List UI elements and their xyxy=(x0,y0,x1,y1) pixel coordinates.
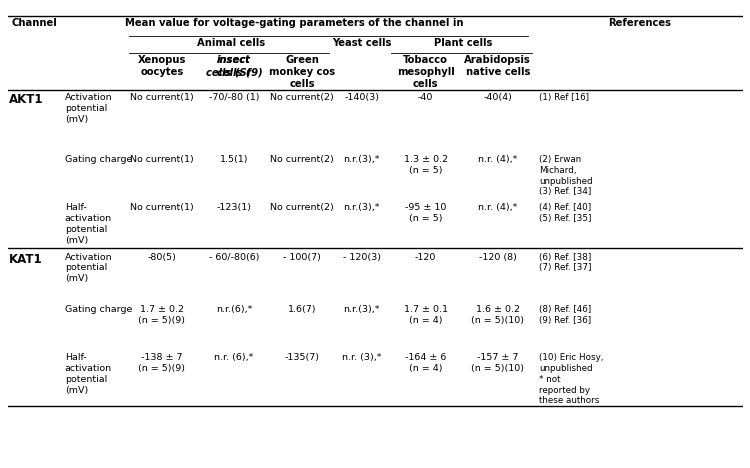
Text: -164 ± 6
(n = 4): -164 ± 6 (n = 4) xyxy=(405,353,446,373)
Text: No current(2): No current(2) xyxy=(270,155,334,164)
Text: (2) Erwan
Michard,
unpublished
(3) Ref. [34]: (2) Erwan Michard, unpublished (3) Ref. … xyxy=(539,155,592,197)
Text: Activation
potential
(mV): Activation potential (mV) xyxy=(64,93,112,124)
Text: Channel: Channel xyxy=(12,17,58,28)
Text: -70/-80 (1): -70/-80 (1) xyxy=(209,93,260,102)
Text: - 60/-80(6): - 60/-80(6) xyxy=(209,253,260,262)
Text: n.r.(3),*: n.r.(3),* xyxy=(344,305,380,314)
Text: No current(2): No current(2) xyxy=(270,203,334,212)
Text: -135(7): -135(7) xyxy=(285,353,320,363)
Text: Green
monkey cos
cells: Green monkey cos cells xyxy=(269,55,335,89)
Text: Tobacco
mesophyll
cells: Tobacco mesophyll cells xyxy=(397,55,454,89)
Text: -123(1): -123(1) xyxy=(217,203,251,212)
Text: 1.7 ± 0.2
(n = 5)(9): 1.7 ± 0.2 (n = 5)(9) xyxy=(138,305,185,325)
Text: 1.3 ± 0.2
(n = 5): 1.3 ± 0.2 (n = 5) xyxy=(404,155,448,175)
Text: -120: -120 xyxy=(415,253,436,262)
Text: 1.7 ± 0.1
(n = 4): 1.7 ± 0.1 (n = 4) xyxy=(404,305,448,325)
Text: 1.6(7): 1.6(7) xyxy=(288,305,316,314)
Text: -80(5): -80(5) xyxy=(148,253,176,262)
Text: 1.6 ± 0.2
(n = 5)(10): 1.6 ± 0.2 (n = 5)(10) xyxy=(471,305,524,325)
Text: - 100(7): - 100(7) xyxy=(284,253,321,262)
Text: insect
cells (: insect cells ( xyxy=(217,55,250,77)
Text: n.r. (3),*: n.r. (3),* xyxy=(342,353,382,363)
Text: n.r.(6),*: n.r.(6),* xyxy=(216,305,252,314)
Text: Xenopus
oocytes: Xenopus oocytes xyxy=(138,55,186,77)
Text: No current(2): No current(2) xyxy=(270,93,334,102)
Text: 1.5(1): 1.5(1) xyxy=(220,155,248,164)
Text: Gating charge: Gating charge xyxy=(64,305,132,314)
Text: -157 ± 7
(n = 5)(10): -157 ± 7 (n = 5)(10) xyxy=(471,353,524,373)
Text: Animal cells: Animal cells xyxy=(197,38,265,48)
Text: n.r. (4),*: n.r. (4),* xyxy=(478,155,518,164)
Text: (6) Ref. [38]
(7) Ref. [37]: (6) Ref. [38] (7) Ref. [37] xyxy=(539,253,592,272)
Text: Half-
activation
potential
(mV): Half- activation potential (mV) xyxy=(64,203,112,244)
Text: No current(1): No current(1) xyxy=(130,203,194,212)
Text: -40: -40 xyxy=(418,93,434,102)
Text: (4) Ref. [40]
(5) Ref. [35]: (4) Ref. [40] (5) Ref. [35] xyxy=(539,203,592,223)
Text: (1) Ref [16]: (1) Ref [16] xyxy=(539,93,589,102)
Text: -138 ± 7
(n = 5)(9): -138 ± 7 (n = 5)(9) xyxy=(138,353,185,373)
Text: -95 ± 10
(n = 5): -95 ± 10 (n = 5) xyxy=(405,203,446,223)
Text: -40(4): -40(4) xyxy=(483,93,512,102)
Text: AKT1: AKT1 xyxy=(9,93,44,106)
Text: n.r.(3),*: n.r.(3),* xyxy=(344,155,380,164)
Text: (8) Ref. [46]
(9) Ref. [36]: (8) Ref. [46] (9) Ref. [36] xyxy=(539,305,591,325)
Text: - 120(3): - 120(3) xyxy=(343,253,381,262)
Text: Half-
activation
potential
(mV): Half- activation potential (mV) xyxy=(64,353,112,395)
Text: No current(1): No current(1) xyxy=(130,155,194,164)
Text: n.r. (4),*: n.r. (4),* xyxy=(478,203,518,212)
Text: n.r.(3),*: n.r.(3),* xyxy=(344,203,380,212)
Text: Plant cells: Plant cells xyxy=(434,38,493,48)
Text: Yeast cells: Yeast cells xyxy=(332,38,392,48)
Text: -140(3): -140(3) xyxy=(344,93,380,102)
Text: Arabidopsis
native cells: Arabidopsis native cells xyxy=(464,55,531,77)
Text: -120 (8): -120 (8) xyxy=(478,253,517,262)
Text: KAT1: KAT1 xyxy=(9,253,43,265)
Text: Mean value for voltage-gating parameters of the channel in: Mean value for voltage-gating parameters… xyxy=(125,17,463,28)
Text: Activation
potential
(mV): Activation potential (mV) xyxy=(64,253,112,283)
Text: Gating charge: Gating charge xyxy=(64,155,132,164)
Text: References: References xyxy=(608,17,671,28)
Text: n.r. (6),*: n.r. (6),* xyxy=(214,353,254,363)
Text: No current(1): No current(1) xyxy=(130,93,194,102)
Text: insect
cells (Sf9): insect cells (Sf9) xyxy=(206,55,262,77)
Text: (10) Eric Hosy,
unpublished
* not
reported by
these authors: (10) Eric Hosy, unpublished * not report… xyxy=(539,353,603,405)
